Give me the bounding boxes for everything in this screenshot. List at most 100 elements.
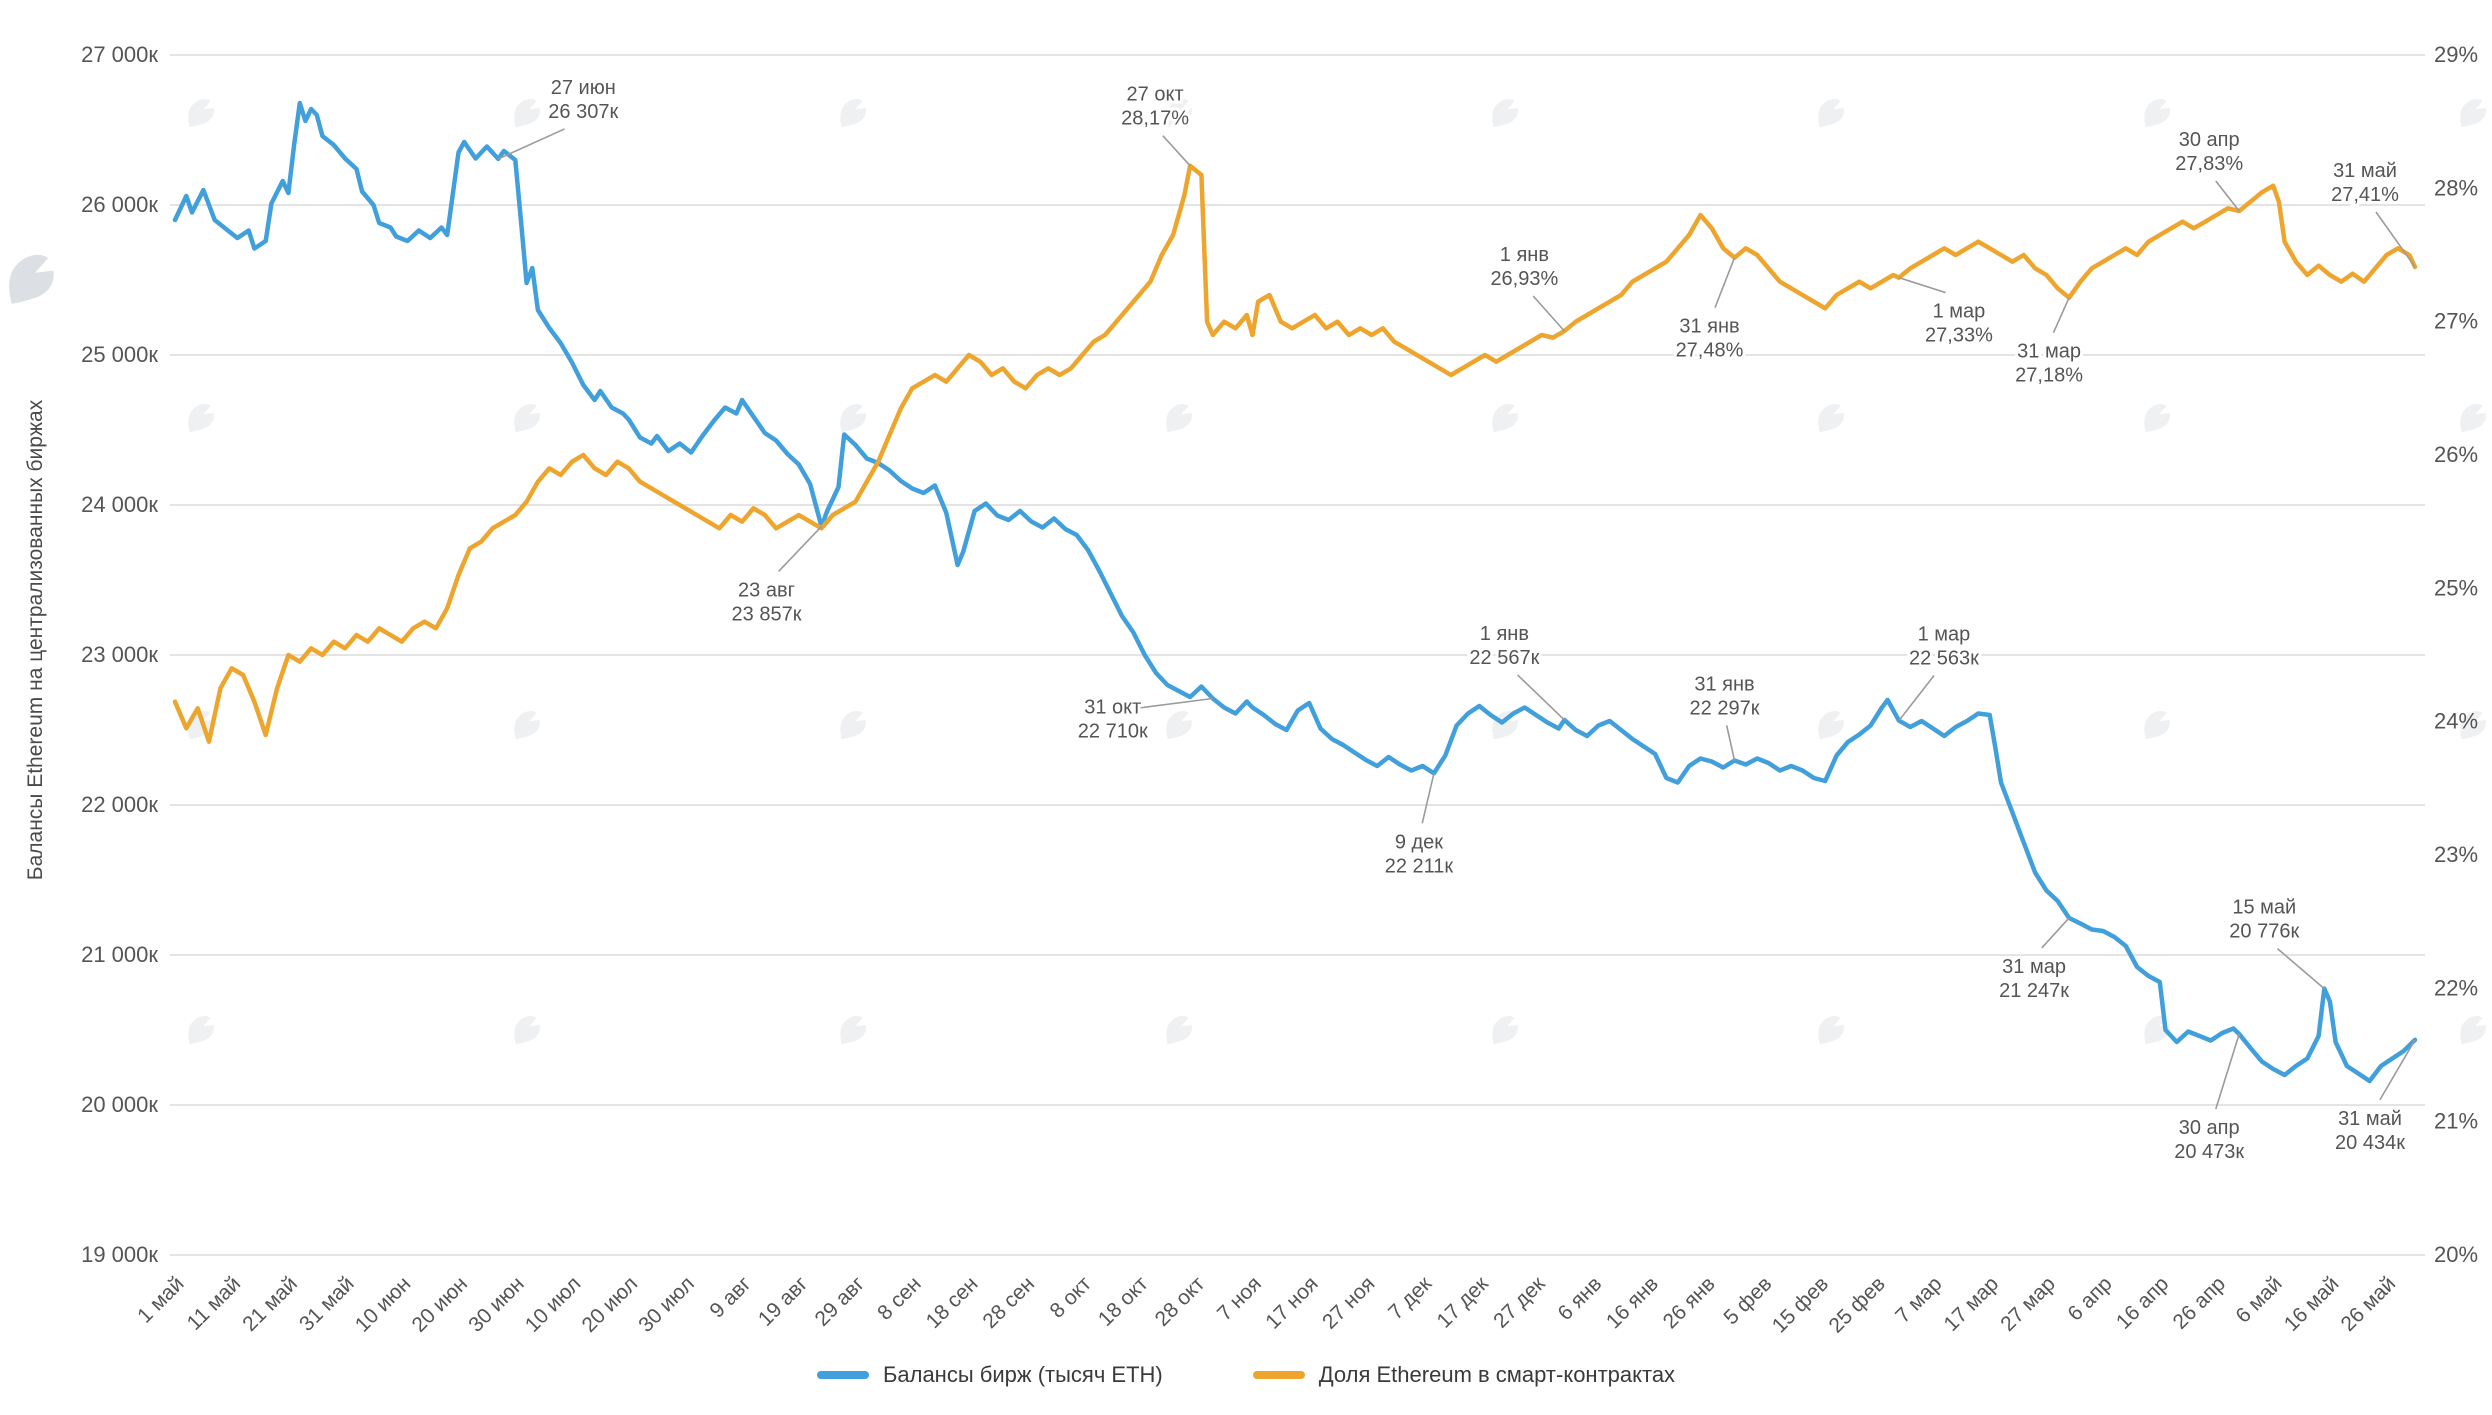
svg-text:26%: 26% <box>2434 442 2478 467</box>
annotation-label: 1 мар <box>1933 301 1986 323</box>
annotation-label: 31 окт <box>1084 697 1141 719</box>
svg-text:19 000к: 19 000к <box>81 1242 158 1267</box>
svg-text:26 янв: 26 янв <box>1659 1272 1720 1333</box>
legend: Балансы бирж (тысяч ETH) Доля Ethereum в… <box>0 1362 2492 1388</box>
annotation-label: 20 473к <box>2174 1141 2244 1163</box>
svg-text:18 сен: 18 сен <box>922 1272 983 1333</box>
annotation-label: 20 776к <box>2229 921 2299 943</box>
legend-swatch-blue-line <box>816 1371 869 1379</box>
svg-text:21 май: 21 май <box>238 1272 302 1336</box>
svg-text:8 окт: 8 окт <box>1046 1272 1097 1323</box>
gridlines <box>170 54 2425 1256</box>
svg-text:11 май: 11 май <box>183 1272 246 1335</box>
svg-text:16 янв: 16 янв <box>1602 1272 1663 1333</box>
svg-text:17 дек: 17 дек <box>1433 1272 1494 1333</box>
svg-text:10 июн: 10 июн <box>351 1272 416 1337</box>
annotation-label: 26 307к <box>548 101 618 123</box>
svg-text:25 фев: 25 фев <box>1825 1272 1890 1337</box>
annotation-label: 26,93% <box>1490 268 1558 290</box>
svg-text:29%: 29% <box>2434 42 2478 67</box>
annotation-label: 27,33% <box>1925 325 1993 347</box>
annotation-label: 15 май <box>2232 897 2296 919</box>
legend-label-smart-contract-share: Доля Ethereum в смарт-контрактах <box>1318 1362 1676 1387</box>
svg-text:22%: 22% <box>2434 975 2478 1000</box>
annotation-label: 31 янв <box>1679 316 1739 338</box>
svg-text:18 окт: 18 окт <box>1094 1272 1153 1331</box>
annotation-label: 30 апр <box>2179 129 2240 151</box>
annotation-label: 31 май <box>2333 160 2397 182</box>
svg-text:29 авг: 29 авг <box>811 1272 870 1331</box>
annotation-label: 23 857к <box>732 603 802 625</box>
svg-text:22 000к: 22 000к <box>81 792 158 817</box>
exchange-balances-line <box>172 100 2418 1084</box>
annotation-label: 23 авг <box>738 579 795 601</box>
annotation-label: 28,17% <box>1121 108 1189 130</box>
svg-text:30 июл: 30 июл <box>634 1272 699 1337</box>
annotation-label: 1 янв <box>1500 244 1549 266</box>
svg-text:27 ноя: 27 ноя <box>1318 1272 1379 1333</box>
legend-item-exchange-balances: Балансы бирж (тысяч ETH) <box>816 1362 1163 1388</box>
svg-text:7 дек: 7 дек <box>1384 1272 1437 1325</box>
annotation-label: 31 май <box>2338 1108 2402 1130</box>
svg-text:24 000к: 24 000к <box>81 492 158 517</box>
svg-text:6 май: 6 май <box>2231 1272 2286 1327</box>
annotation-label: 22 710к <box>1078 721 1148 743</box>
svg-text:20%: 20% <box>2434 1242 2478 1267</box>
legend-swatch-orange-line <box>1252 1371 1305 1379</box>
svg-text:23 000к: 23 000к <box>81 642 158 667</box>
svg-text:28 сен: 28 сен <box>978 1272 1039 1333</box>
svg-text:7 мар: 7 мар <box>1891 1272 1946 1327</box>
svg-text:20 июл: 20 июл <box>578 1272 643 1337</box>
svg-text:8 сен: 8 сен <box>873 1272 926 1325</box>
annotation-label: 1 мар <box>1918 624 1971 646</box>
annotation-label: 30 апр <box>2179 1117 2240 1139</box>
series-lines <box>172 100 2418 1084</box>
annotation-label: 31 мар <box>2017 341 2081 363</box>
svg-text:25 000к: 25 000к <box>81 342 158 367</box>
svg-text:20 000к: 20 000к <box>81 1092 158 1117</box>
svg-text:27 дек: 27 дек <box>1489 1272 1550 1333</box>
annotation-label: 9 дек <box>1395 831 1443 853</box>
svg-text:19 авг: 19 авг <box>754 1272 813 1331</box>
svg-text:20 июн: 20 июн <box>408 1272 473 1337</box>
annotation-label: 22 567к <box>1469 647 1539 669</box>
svg-text:1 май: 1 май <box>133 1272 188 1327</box>
svg-text:26 апр: 26 апр <box>2169 1272 2230 1333</box>
svg-text:17 мар: 17 мар <box>1940 1272 2004 1336</box>
svg-text:6 янв: 6 янв <box>1553 1272 1606 1325</box>
annotation-label: 27 июн <box>551 77 616 99</box>
svg-text:26 май: 26 май <box>2337 1272 2401 1336</box>
annotation-label: 27,48% <box>1676 340 1744 362</box>
svg-text:24%: 24% <box>2434 709 2478 734</box>
svg-text:28 окт: 28 окт <box>1151 1272 1210 1331</box>
svg-text:15 фев: 15 фев <box>1768 1272 1833 1337</box>
svg-text:31 май: 31 май <box>295 1272 359 1336</box>
annotation-label: 27,18% <box>2015 365 2083 387</box>
svg-text:21 000к: 21 000к <box>81 942 158 967</box>
svg-text:6 апр: 6 апр <box>2063 1272 2116 1325</box>
right-axis-tick-labels: 29% 28% 27% 26% 25% 24% 23% 22% 21% 20% <box>2434 42 2478 1267</box>
svg-text:16 май: 16 май <box>2280 1272 2344 1336</box>
svg-text:30 июн: 30 июн <box>464 1272 529 1337</box>
svg-text:27%: 27% <box>2434 309 2478 334</box>
annotation-label: 31 янв <box>1694 673 1754 695</box>
svg-text:10 июл: 10 июл <box>521 1272 586 1337</box>
svg-text:25%: 25% <box>2434 575 2478 600</box>
svg-text:28%: 28% <box>2434 175 2478 200</box>
annotation-label: 20 434к <box>2335 1132 2405 1154</box>
svg-text:27 000к: 27 000к <box>81 42 158 67</box>
legend-item-smart-contract-share: Доля Ethereum в смарт-контрактах <box>1252 1362 1676 1388</box>
svg-text:26 000к: 26 000к <box>81 192 158 217</box>
svg-text:9 авг: 9 авг <box>705 1272 755 1322</box>
annotation-label: 27,83% <box>2175 153 2243 175</box>
legend-label-exchange-balances: Балансы бирж (тысяч ETH) <box>882 1362 1163 1387</box>
annotation-label: 21 247к <box>1999 980 2069 1002</box>
svg-text:21%: 21% <box>2434 1109 2478 1134</box>
svg-text:17 ноя: 17 ноя <box>1261 1272 1322 1333</box>
watermark-logo-layer <box>9 98 2486 1045</box>
left-axis-tick-labels: 27 000к 26 000к 25 000к 24 000к 23 000к 22 00… <box>81 42 158 1267</box>
